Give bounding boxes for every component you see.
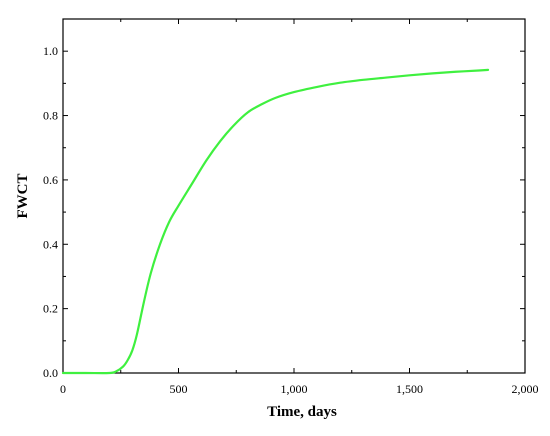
fwct-series-line — [61, 68, 490, 375]
x-axis-title: Time, days — [267, 404, 337, 420]
y-tick-label: 1.0 — [43, 44, 58, 58]
x-tick-label: 2,000 — [512, 382, 539, 396]
y-tick-label: 0.6 — [43, 173, 58, 187]
y-tick-label: 0.2 — [43, 302, 58, 316]
y-axis-title: FWCT — [15, 174, 31, 219]
x-tick-label: 1,500 — [396, 382, 423, 396]
y-tick-label: 0.4 — [43, 237, 58, 251]
y-tick-label: 0.0 — [43, 366, 58, 380]
y-tick-label: 0.8 — [43, 109, 58, 123]
x-axis-ticks: 0 500 1,000 1,500 2,000 — [60, 19, 539, 396]
x-tick-label: 1,000 — [281, 382, 308, 396]
x-tick-label: 500 — [170, 382, 188, 396]
y-axis-ticks: 0.0 0.2 0.4 0.6 0.8 1.0 — [43, 18, 525, 380]
x-tick-label: 0 — [60, 382, 66, 396]
